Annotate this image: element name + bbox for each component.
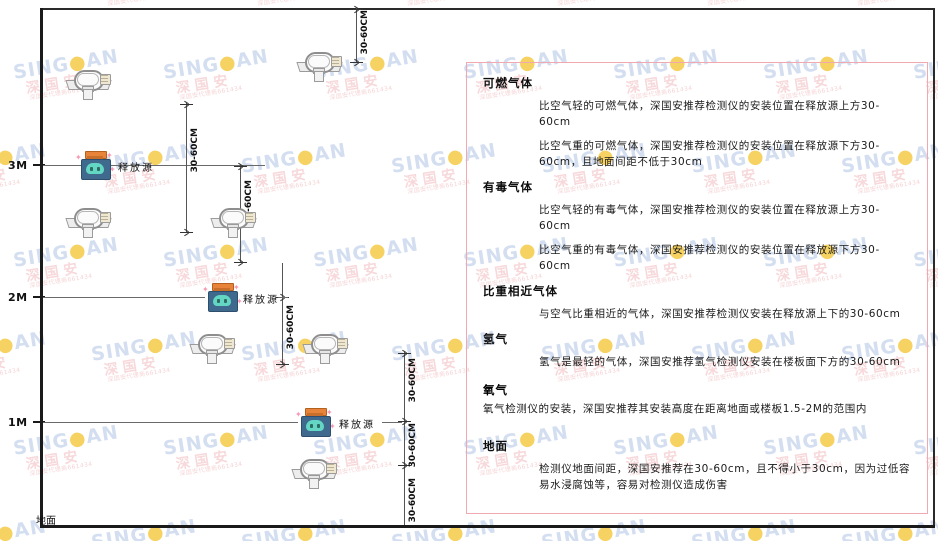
level-line-1m: [43, 422, 298, 423]
panel-heading: 可燃气体: [483, 76, 533, 90]
dim-arrow-d-mid2: [398, 465, 411, 466]
panel-heading: 氧气: [483, 382, 508, 397]
panel-paragraph: 氢气是最轻的气体，深国安推荐氢气检测仪安装在楼板面下方的30-60cm: [539, 356, 901, 369]
dim-arrow-d-top: [398, 353, 411, 354]
tick-2m: [33, 296, 45, 298]
level-label-3m: 3M: [8, 159, 28, 172]
panel-heading: 比重相近气体: [483, 284, 558, 299]
tick-3m: [33, 164, 45, 166]
dim-arrow-d-mid: [398, 421, 411, 422]
panel-paragraph: 比空气轻的可燃气体，深国安推荐检测仪的安装位置在释放源上方30-60cm: [539, 100, 880, 129]
dim-arrow-a-bottom: [180, 232, 193, 233]
release-source-1m: ✦ ✦ ✦: [295, 407, 336, 437]
release-source-label-2m: 释放源: [243, 295, 279, 306]
dim-line-b: [356, 8, 357, 63]
connector-1m: [382, 422, 402, 423]
panel-paragraph: 氧气检测仪的安装，深国安推荐其安装高度在距离地面或楼板1.5-2M的范围内: [483, 402, 867, 415]
dim-line-e: [282, 263, 283, 365]
frame-right-border: [933, 8, 935, 527]
dim-line-d: [404, 352, 405, 525]
panel-heading: 地面: [483, 438, 508, 453]
dim-label-e: 30-60CM: [286, 305, 296, 350]
dim-arrow-b-bottom: [350, 62, 363, 63]
dim-line-a: [186, 103, 187, 233]
panel-heading: 有毒气体: [483, 180, 533, 195]
detector-right-3m: [210, 204, 257, 238]
detector-below-1m: [291, 455, 338, 489]
panel-paragraph: 与空气比重相近的气体，深国安推荐检测仪安装在释放源上下的30-60cm: [539, 308, 901, 321]
detector-top-left: [65, 66, 112, 100]
panel-paragraph: 比空气轻的有毒气体，深国安推荐检测仪的安装位置在释放源上方30-60cm: [539, 204, 880, 233]
level-line-3m: [43, 165, 265, 166]
panel-body: 可燃气体 比空气轻的可燃气体，深国安推荐检测仪的安装位置在释放源上方30-60cm…: [467, 63, 927, 493]
dim-arrow-e-bottom: [276, 364, 289, 365]
dim-label-a: 30-60CM: [190, 128, 200, 173]
release-source-3m: ✦ ✦ ✦: [75, 150, 116, 180]
detector-below-2m-left: [189, 330, 236, 364]
tick-1m: [33, 421, 45, 423]
panel-paragraph: 检测仪地面间距，深国安推荐在30-60cm，且不得小于30cm，因为过低容易水浸…: [539, 462, 911, 491]
dim-arrow-c-top: [234, 166, 247, 167]
level-label-2m: 2M: [8, 291, 28, 304]
detector-below-3m: [65, 204, 112, 238]
dim-arrow-c-bottom: [234, 262, 247, 263]
ground-label: 地面: [36, 516, 56, 527]
dim-label-d-mid: 30-60CM: [408, 423, 418, 468]
release-source-2m: ✦ ✦ ✦: [202, 282, 243, 312]
panel-inline-section: 氧气氧气检测仪的安装，深国安推荐其安装高度在距离地面或楼板1.5-2M的范围内: [483, 382, 911, 420]
ground-line: [40, 525, 935, 528]
panel-paragraph: 比空气重的可燃气体，深国安推荐检测仪的安装位置在释放源下方30-60cm，且地面…: [539, 139, 880, 168]
instruction-panel: 可燃气体 比空气轻的可燃气体，深国安推荐检测仪的安装位置在释放源上方30-60cm…: [466, 62, 928, 514]
detector-below-2m-right: [302, 330, 349, 364]
panel-heading: 氢气: [483, 332, 508, 347]
level-label-1m: 1M: [8, 416, 28, 429]
dim-label-d-bot: 30-60CM: [408, 478, 418, 523]
level-line-2m: [43, 297, 205, 298]
dim-arrow-b-top: [350, 9, 363, 10]
release-source-label-1m: 释放源: [339, 420, 375, 431]
dim-label-d-top: 30-60CM: [408, 358, 418, 403]
frame-top-border: [40, 8, 935, 10]
vertical-axis: [40, 8, 43, 528]
panel-paragraph: 比空气重的有毒气体，深国安推荐检测仪的安装位置在释放源下方30-60cm: [539, 243, 880, 272]
dim-arrow-a-top: [180, 104, 193, 105]
connector-2m: [278, 297, 288, 298]
detector-top-mid: [296, 48, 343, 82]
dim-label-b: 30-60CM: [360, 10, 370, 55]
release-source-label-3m: 释放源: [118, 163, 154, 174]
